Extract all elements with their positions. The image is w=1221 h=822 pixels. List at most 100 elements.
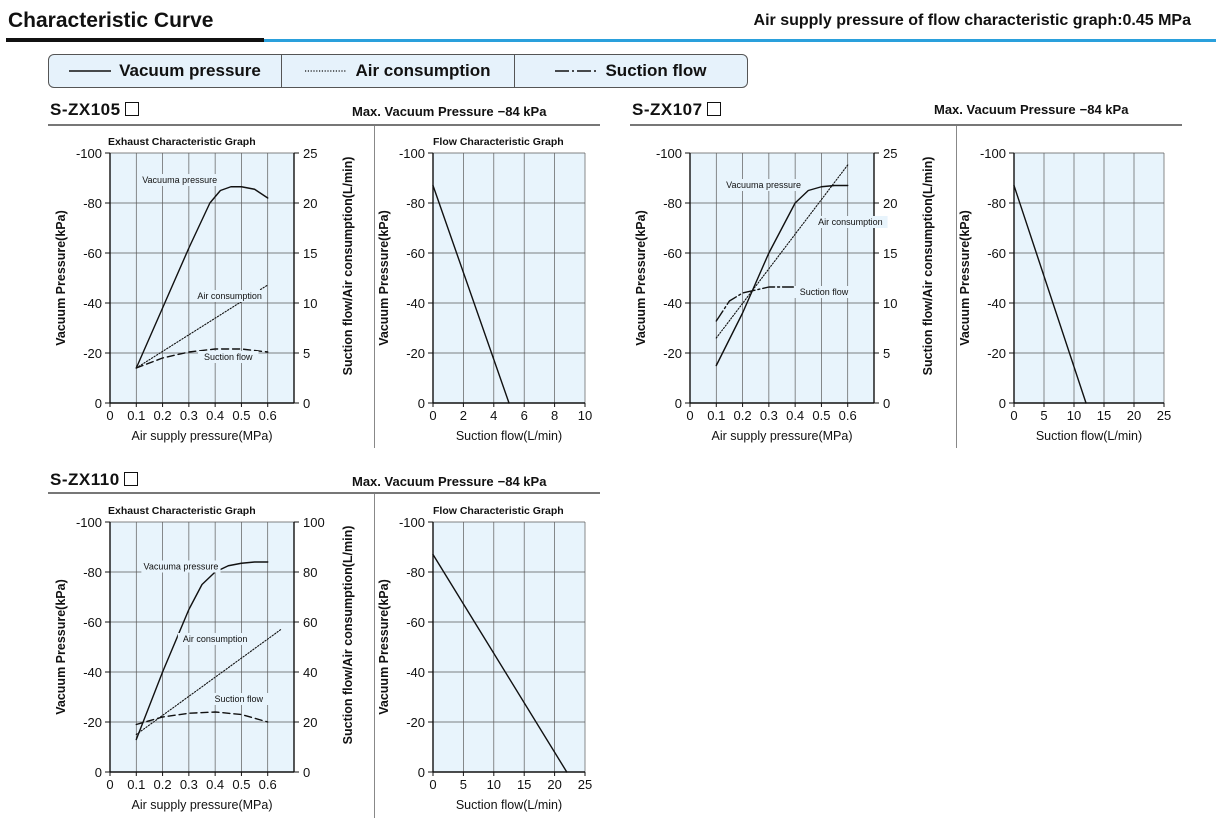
plot-area: 0 0.1 0.2 0.3 0.4 0.5 0.6 0 -20 -40 -60 -80 -100 0 5 10… (634, 146, 935, 443)
y-axis-label: Vacuum Pressure(kPa) (634, 210, 648, 346)
product-name: S-ZX107 (632, 100, 703, 119)
dashdot-line-icon (555, 70, 598, 72)
y2-tick-label: 0 (303, 765, 310, 780)
y2-tick-label: 80 (303, 565, 317, 580)
x-axis-label: Air supply pressure(MPa) (131, 798, 272, 812)
solid-line-icon (69, 70, 112, 72)
y2-tick-label: 100 (303, 515, 325, 530)
x-axis-label: Suction flow(L/min) (456, 798, 562, 812)
y-tick-label: -20 (83, 715, 102, 730)
series-line-vacuuma-pressure (135, 186, 269, 369)
legend-item-suction-flow: Suction flow (515, 55, 747, 87)
plot-background (690, 153, 874, 403)
series-label: Suction flow (204, 352, 253, 362)
series-line-vacuum-pressure (432, 553, 568, 773)
series-label-backdrop (198, 351, 259, 363)
exhaust-chart-zx110: 0 0.1 0.2 0.3 0.4 0.5 0.6 0 -20 -40 -60 -80 -100 0 20 4… (54, 505, 355, 812)
y-tick-label: -60 (406, 615, 425, 630)
max-vacuum-value: −84 kPa (1079, 102, 1129, 117)
product-name: S-ZX105 (50, 100, 121, 119)
series-line-suction-flow (135, 711, 269, 726)
max-vacuum-label: Max. Vacuum Pressure (352, 104, 494, 119)
y2-tick-label: 25 (883, 146, 897, 161)
y-tick-label: -100 (399, 146, 425, 161)
series-label-backdrop (192, 290, 267, 302)
plot-background (433, 153, 585, 403)
x-tick-label: 0 (106, 408, 113, 423)
x-tick-label: 10 (1067, 408, 1081, 423)
series-label: Air consumption (818, 217, 883, 227)
y-tick-label: -40 (987, 296, 1006, 311)
x-tick-label: 5 (1040, 408, 1047, 423)
series-line-vacuuma-pressure (715, 184, 849, 367)
x-tick-label: 10 (578, 408, 592, 423)
x-tick-label: 0 (686, 408, 693, 423)
y2-axis-label: Suction flow/Air consumption(L/min) (341, 157, 355, 376)
y2-tick-label: 0 (303, 396, 310, 411)
chart-title: Flow Characteristic Graph (433, 136, 564, 148)
x-tick-label: 0.4 (206, 408, 224, 423)
series-line-vacuum-pressure (432, 184, 510, 404)
x-axis-label: Suction flow(L/min) (456, 429, 562, 443)
y-tick-label: -40 (406, 665, 425, 680)
product-name: S-ZX110 (50, 470, 120, 489)
plot-background (433, 522, 585, 772)
y-tick-label: -60 (83, 246, 102, 261)
dotted-line-icon (305, 70, 348, 72)
flow-chart-zx107: 0 5 10 15 20 25 0 -20 -40 -60 -80 -100 Suction flow(… (958, 146, 1171, 443)
series-label-backdrop (177, 633, 253, 645)
y2-axis-label: Suction flow/Air consumption(L/min) (921, 157, 935, 376)
x-axis-label: Air supply pressure(MPa) (711, 429, 852, 443)
y-tick-label: -20 (406, 715, 425, 730)
x-tick-label: 10 (487, 777, 501, 792)
y-tick-label: -20 (83, 346, 102, 361)
max-vacuum-label: Max. Vacuum Pressure (352, 474, 494, 489)
series-label-backdrop (208, 693, 269, 705)
x-tick-label: 25 (1157, 408, 1171, 423)
max-vacuum-zx105: Max. Vacuum Pressure −84 kPa (352, 104, 546, 119)
section-rule (630, 124, 1182, 126)
series-label: Vacuuma pressure (142, 175, 217, 185)
series-label: Suction flow (215, 694, 264, 704)
x-tick-label: 15 (1097, 408, 1111, 423)
series-label-backdrop (724, 179, 804, 191)
y2-tick-label: 20 (303, 715, 317, 730)
flow-chart-zx105: 0 2 4 6 8 10 0 -20 -40 -60 -80 -100 Suction flow(L/m… (377, 136, 592, 443)
y-tick-label: -60 (83, 615, 102, 630)
y-tick-label: -80 (987, 196, 1006, 211)
y-tick-label: -60 (987, 246, 1006, 261)
y-tick-label: -100 (76, 146, 102, 161)
series-label: Vacuuma pressure (144, 562, 219, 572)
y-tick-label: 0 (95, 765, 102, 780)
series-line-suction-flow (135, 348, 269, 369)
x-tick-label: 4 (490, 408, 497, 423)
series-line-air-consumption (715, 164, 849, 339)
y-tick-label: -20 (663, 346, 682, 361)
product-title-zx105: S-ZX105 (50, 100, 139, 120)
y-axis-label: Vacuum Pressure(kPa) (377, 579, 391, 715)
y2-tick-label: 60 (303, 615, 317, 630)
x-tick-label: 0.1 (707, 408, 725, 423)
y-tick-label: 0 (675, 396, 682, 411)
plot-area: 0 2 4 6 8 10 0 -20 -40 -60 -80 -100 Suction flow(L/m… (377, 136, 592, 443)
checkbox-square-icon (706, 102, 721, 116)
plot-background (1014, 153, 1164, 403)
series-label-backdrop (140, 174, 220, 186)
x-axis-label: Suction flow(L/min) (1036, 429, 1142, 443)
y-axis-label: Vacuum Pressure(kPa) (54, 210, 68, 346)
x-tick-label: 0.6 (259, 777, 277, 792)
max-vacuum-value: −84 kPa (497, 474, 547, 489)
series-label-backdrop (793, 286, 855, 298)
x-tick-label: 25 (578, 777, 592, 792)
x-tick-label: 0.4 (786, 408, 804, 423)
y-tick-label: 0 (999, 396, 1006, 411)
x-tick-label: 6 (521, 408, 528, 423)
series-label-backdrop (813, 216, 888, 228)
header-bar-dark (6, 38, 264, 42)
y-tick-label: -100 (76, 515, 102, 530)
y-tick-label: -60 (406, 246, 425, 261)
x-tick-label: 0.5 (232, 408, 250, 423)
plot-area: 0 5 10 15 20 25 0 -20 -40 -60 -80 -100 Suction flow(… (377, 505, 592, 812)
x-axis-label: Air supply pressure(MPa) (131, 429, 272, 443)
x-tick-label: 0 (429, 408, 436, 423)
